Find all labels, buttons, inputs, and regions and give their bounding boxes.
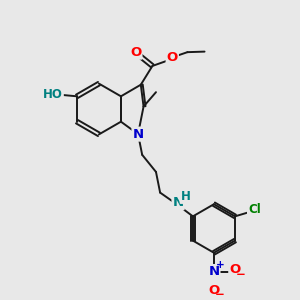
Text: N: N	[208, 265, 220, 278]
Text: N: N	[172, 196, 184, 209]
Text: O: O	[229, 263, 241, 276]
Text: +: +	[216, 260, 224, 270]
Text: O: O	[130, 46, 142, 59]
Text: O: O	[208, 284, 220, 297]
Text: HO: HO	[43, 88, 63, 101]
Text: −: −	[236, 268, 245, 281]
Text: N: N	[133, 128, 144, 141]
Text: H: H	[181, 190, 190, 203]
Text: −: −	[215, 289, 225, 300]
Text: O: O	[167, 51, 178, 64]
Text: Cl: Cl	[248, 203, 261, 217]
